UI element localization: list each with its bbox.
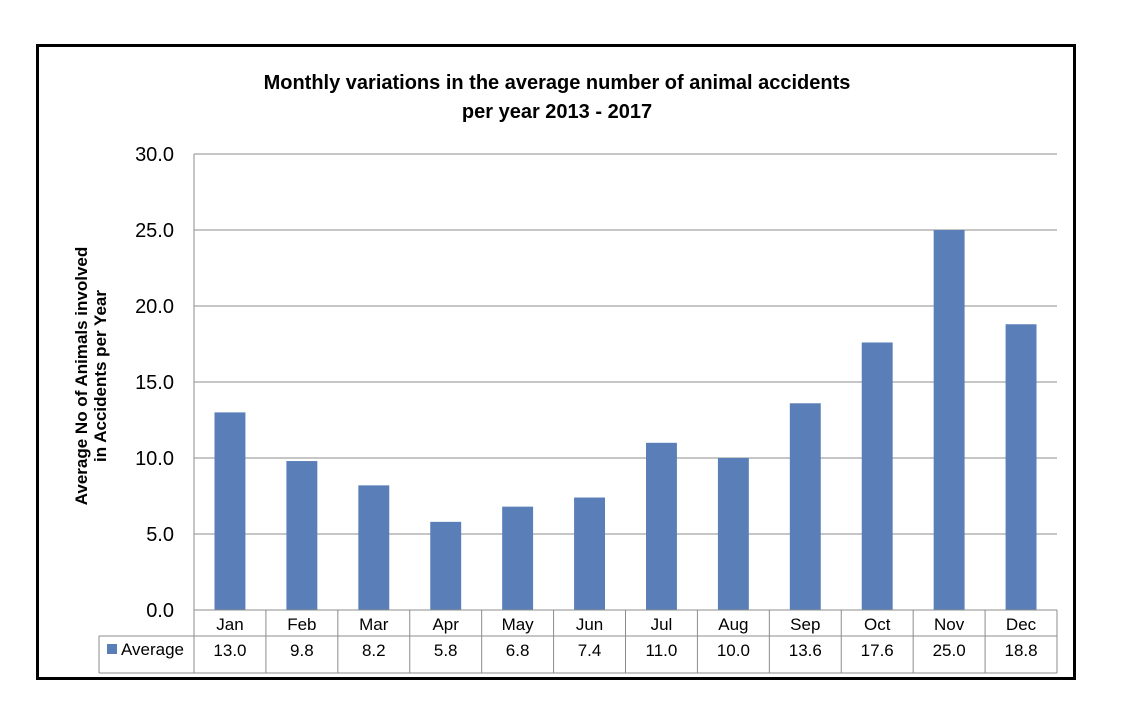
y-axis-title: Average No of Animals involved in Accide… xyxy=(72,247,110,506)
x-tick-label-feb: Feb xyxy=(287,615,316,634)
value-label-dec: 18.8 xyxy=(1004,641,1037,660)
y-tick-label-2: 10.0 xyxy=(135,448,174,470)
x-tick-label-jan: Jan xyxy=(216,615,243,634)
value-label-apr: 5.8 xyxy=(434,641,458,660)
y-axis-title-line-1: Average No of Animals involved xyxy=(72,247,91,506)
x-tick-label-apr: Apr xyxy=(432,615,459,634)
y-tick-label-6: 30.0 xyxy=(135,144,174,166)
x-tick-label-dec: Dec xyxy=(1006,615,1037,634)
x-tick-label-sep: Sep xyxy=(790,615,820,634)
value-label-nov: 25.0 xyxy=(933,641,966,660)
y-tick-label-1: 5.0 xyxy=(146,524,174,546)
bar-jan xyxy=(214,412,246,610)
value-label-may: 6.8 xyxy=(506,641,530,660)
bars xyxy=(214,230,1037,610)
value-label-aug: 10.0 xyxy=(717,641,750,660)
y-tick-label-4: 20.0 xyxy=(135,296,174,318)
y-tick-label-3: 15.0 xyxy=(135,372,174,394)
value-label-jul: 11.0 xyxy=(646,641,678,660)
bar-may xyxy=(502,506,534,610)
bar-mar xyxy=(358,485,390,610)
legend-swatch xyxy=(107,644,117,654)
value-label-oct: 17.6 xyxy=(861,641,894,660)
y-tick-label-0: 0.0 xyxy=(146,600,174,622)
x-tick-label-may: May xyxy=(502,615,535,634)
bar-jul xyxy=(645,442,677,610)
bar-dec xyxy=(1005,324,1037,610)
y-tick-label-5: 25.0 xyxy=(135,220,174,242)
x-tick-label-oct: Oct xyxy=(864,615,891,634)
x-tick-label-mar: Mar xyxy=(359,615,389,634)
gridlines xyxy=(193,153,1057,611)
chart-svg: Monthly variations in the average number… xyxy=(72,72,1058,674)
value-label-jun: 7.4 xyxy=(578,641,602,660)
bar-feb xyxy=(286,461,318,610)
chart-title-line-2: per year 2013 - 2017 xyxy=(462,101,652,123)
x-tick-label-jun: Jun xyxy=(576,615,603,634)
x-tick-label-nov: Nov xyxy=(934,615,965,634)
y-axis-ticks: 0.0 5.0 10.0 15.0 20.0 25.0 30.0 xyxy=(135,144,174,622)
bar-nov xyxy=(933,230,965,610)
bar-sep xyxy=(789,403,821,610)
x-tick-label-jul: Jul xyxy=(651,615,673,634)
bar-apr xyxy=(430,521,462,610)
x-tick-label-aug: Aug xyxy=(718,615,748,634)
legend-label: Average xyxy=(121,640,184,659)
y-axis-title-line-2: in Accidents per Year xyxy=(91,290,110,462)
bar-aug xyxy=(717,458,749,610)
bar-oct xyxy=(861,342,893,610)
value-label-feb: 9.8 xyxy=(290,641,314,660)
value-label-jan: 13.0 xyxy=(213,641,246,660)
chart-title-line-1: Monthly variations in the average number… xyxy=(264,72,851,94)
chart-frame: Monthly variations in the average number… xyxy=(36,44,1076,680)
value-label-mar: 8.2 xyxy=(362,641,386,660)
value-label-sep: 13.6 xyxy=(789,641,822,660)
data-table: Average Jan 13.0 Feb 9.8 Mar 8.2 Apr 5.8 May 6.8 Ju… xyxy=(98,609,1058,674)
bar-jun xyxy=(574,497,606,610)
